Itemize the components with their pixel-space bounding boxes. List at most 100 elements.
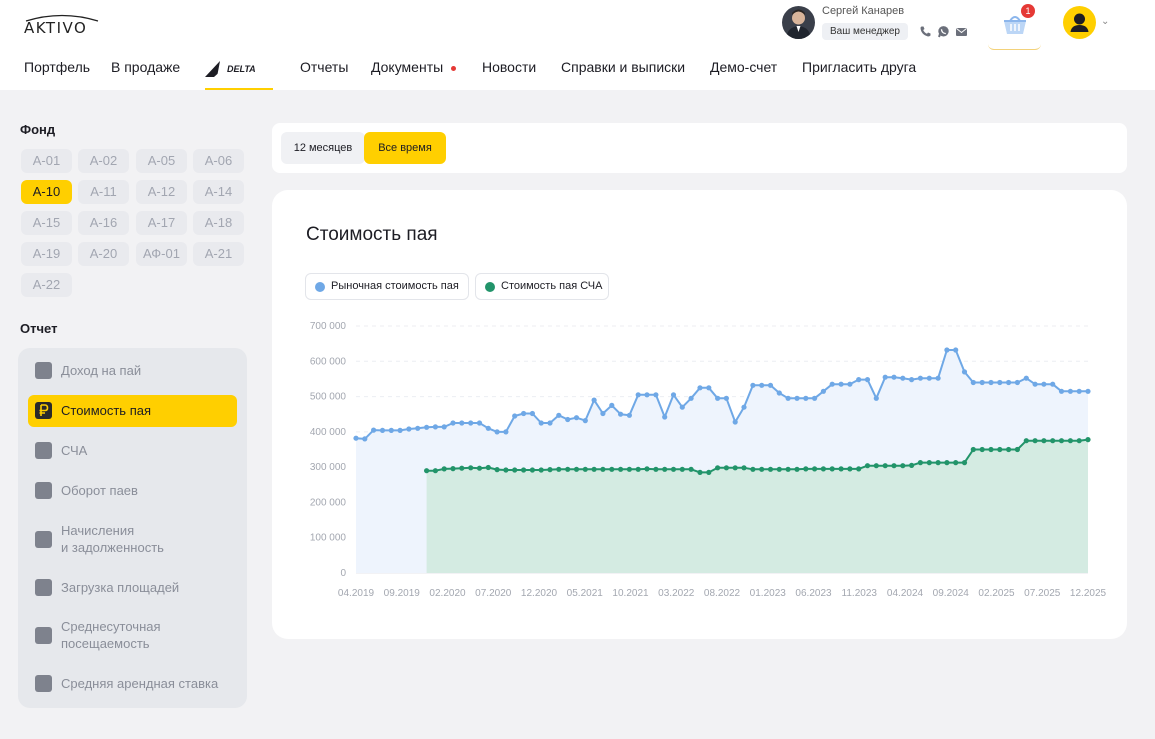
data-point[interactable] bbox=[829, 466, 835, 472]
report-item-rent-rate[interactable]: Средняя арендная ставка bbox=[28, 672, 237, 696]
data-point[interactable] bbox=[679, 404, 685, 410]
data-point[interactable] bbox=[891, 374, 897, 380]
data-point[interactable] bbox=[362, 436, 368, 442]
data-point[interactable] bbox=[397, 427, 403, 433]
data-point[interactable] bbox=[803, 395, 809, 401]
data-point[interactable] bbox=[1058, 438, 1065, 444]
data-point[interactable] bbox=[459, 420, 465, 426]
data-point[interactable] bbox=[573, 466, 580, 472]
data-point[interactable] bbox=[441, 466, 447, 472]
report-item-attendance[interactable]: Среднесуточная посещаемость bbox=[28, 617, 237, 653]
data-point[interactable] bbox=[1050, 438, 1056, 444]
data-point[interactable] bbox=[944, 347, 950, 353]
data-point[interactable] bbox=[715, 465, 721, 471]
data-point[interactable] bbox=[864, 377, 871, 383]
data-point[interactable] bbox=[820, 466, 827, 472]
data-point[interactable] bbox=[547, 420, 553, 426]
data-point[interactable] bbox=[917, 375, 924, 381]
period-12-months-button[interactable]: 12 месяцев bbox=[281, 132, 365, 164]
whatsapp-icon[interactable] bbox=[937, 25, 950, 38]
data-point[interactable] bbox=[670, 466, 677, 472]
report-item-turnover[interactable]: Оборот паев bbox=[28, 478, 237, 502]
data-point[interactable] bbox=[476, 465, 483, 471]
data-point[interactable] bbox=[415, 425, 421, 431]
data-point[interactable] bbox=[1032, 438, 1038, 444]
data-point[interactable] bbox=[900, 463, 906, 469]
data-point[interactable] bbox=[591, 466, 597, 472]
data-point[interactable] bbox=[503, 467, 509, 473]
data-point[interactable] bbox=[494, 429, 500, 435]
aktivo-logo[interactable]: AKTIVO bbox=[24, 12, 100, 37]
data-point[interactable] bbox=[644, 466, 650, 472]
nav-delta[interactable]: DELTA bbox=[205, 52, 273, 90]
data-point[interactable] bbox=[406, 426, 412, 432]
user-avatar-button[interactable] bbox=[1063, 6, 1096, 39]
data-point[interactable] bbox=[618, 466, 624, 472]
data-point[interactable] bbox=[679, 466, 685, 472]
data-point[interactable] bbox=[741, 404, 747, 410]
report-item-accruals[interactable]: Начисления и задолженность bbox=[28, 521, 237, 557]
data-point[interactable] bbox=[1067, 438, 1073, 444]
legend-market-value[interactable]: Рыночная стоимость пая bbox=[305, 273, 469, 300]
data-point[interactable] bbox=[468, 420, 474, 426]
fund-button[interactable]: А-18 bbox=[193, 211, 244, 235]
data-point[interactable] bbox=[1006, 379, 1012, 386]
data-point[interactable] bbox=[900, 375, 906, 381]
report-item-unit-value[interactable]: Стоимость пая bbox=[28, 395, 237, 427]
data-point[interactable] bbox=[609, 466, 615, 472]
data-point[interactable] bbox=[485, 464, 491, 471]
data-point[interactable] bbox=[468, 465, 474, 471]
mail-icon[interactable] bbox=[955, 25, 968, 38]
nav-portfolio[interactable]: Портфель bbox=[24, 59, 91, 75]
data-point[interactable] bbox=[812, 466, 818, 472]
data-point[interactable] bbox=[670, 392, 677, 398]
data-point[interactable] bbox=[503, 429, 509, 435]
fund-button[interactable]: А-20 bbox=[78, 242, 129, 266]
nav-documents[interactable]: Документы bbox=[371, 59, 444, 75]
fund-button[interactable]: А-05 bbox=[136, 149, 187, 173]
data-point[interactable] bbox=[697, 385, 703, 391]
data-point[interactable] bbox=[970, 446, 976, 453]
nav-on-sale[interactable]: В продаже bbox=[111, 59, 181, 75]
data-point[interactable] bbox=[882, 374, 888, 380]
data-point[interactable] bbox=[715, 395, 721, 401]
data-point[interactable] bbox=[538, 420, 544, 426]
data-point[interactable] bbox=[723, 465, 729, 471]
data-point[interactable] bbox=[1014, 379, 1021, 386]
fund-button[interactable]: А-14 bbox=[193, 180, 244, 204]
data-point[interactable] bbox=[812, 395, 818, 401]
data-point[interactable] bbox=[953, 347, 959, 353]
data-point[interactable] bbox=[794, 466, 800, 472]
data-point[interactable] bbox=[697, 469, 703, 475]
chevron-down-icon[interactable]: ⌄ bbox=[1101, 16, 1110, 27]
data-point[interactable] bbox=[864, 463, 871, 469]
data-point[interactable] bbox=[582, 418, 588, 424]
nav-reports[interactable]: Отчеты bbox=[300, 59, 349, 75]
data-point[interactable] bbox=[1076, 438, 1082, 444]
fund-button[interactable]: А-21 bbox=[193, 242, 244, 266]
data-point[interactable] bbox=[794, 395, 800, 401]
data-point[interactable] bbox=[547, 467, 553, 473]
data-point[interactable] bbox=[803, 466, 809, 472]
data-point[interactable] bbox=[635, 392, 641, 398]
data-point[interactable] bbox=[1050, 381, 1056, 387]
data-point[interactable] bbox=[653, 466, 659, 472]
fund-button[interactable]: А-11 bbox=[78, 180, 129, 204]
data-point[interactable] bbox=[1076, 388, 1082, 394]
data-point[interactable] bbox=[847, 381, 853, 387]
data-point[interactable] bbox=[424, 468, 430, 474]
data-point[interactable] bbox=[494, 467, 500, 473]
fund-button[interactable]: А-17 bbox=[136, 211, 187, 235]
data-point[interactable] bbox=[838, 381, 844, 387]
data-point[interactable] bbox=[1032, 381, 1038, 387]
data-point[interactable] bbox=[953, 460, 959, 466]
data-point[interactable] bbox=[856, 466, 862, 472]
data-point[interactable] bbox=[653, 392, 659, 398]
data-point[interactable] bbox=[432, 424, 438, 430]
data-point[interactable] bbox=[521, 467, 527, 473]
manager-avatar[interactable] bbox=[782, 6, 815, 39]
fund-button[interactable]: А-01 bbox=[21, 149, 72, 173]
data-point[interactable] bbox=[997, 379, 1003, 386]
data-point[interactable] bbox=[626, 466, 632, 472]
data-point[interactable] bbox=[909, 462, 915, 468]
